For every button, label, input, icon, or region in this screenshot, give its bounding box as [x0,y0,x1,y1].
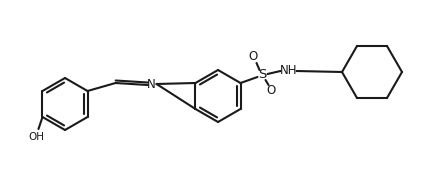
Text: S: S [258,69,267,81]
Text: OH: OH [28,132,45,142]
Text: NH: NH [280,65,297,78]
Text: O: O [248,50,257,64]
Text: N: N [147,78,156,90]
Text: O: O [266,84,275,98]
